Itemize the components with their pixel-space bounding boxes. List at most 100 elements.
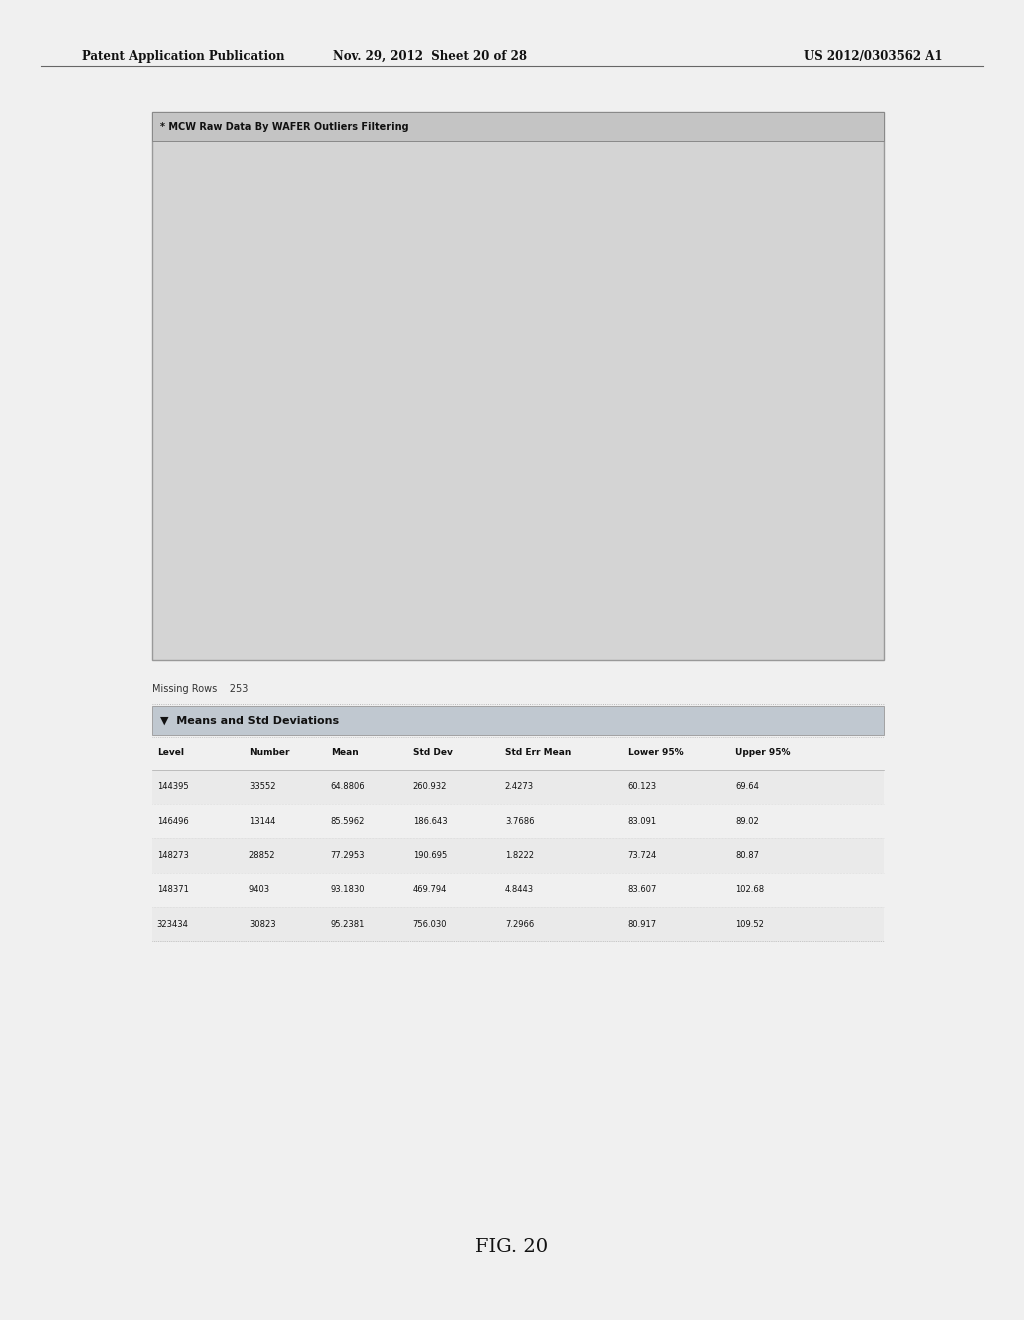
Point — [317, 354, 334, 375]
Bar — [218, 446, 582, 467]
Point — [460, 367, 476, 388]
Point — [458, 335, 474, 356]
Text: 13144: 13144 — [249, 817, 275, 825]
Point — [525, 277, 542, 298]
Point — [254, 334, 270, 355]
Text: 4.8443: 4.8443 — [505, 886, 534, 894]
Text: Patent Application Publication: Patent Application Publication — [82, 50, 285, 63]
Point — [840, 267, 856, 288]
Text: ▼  Means and Std Deviations: ▼ Means and Std Deviations — [160, 715, 339, 726]
Text: 102.68: 102.68 — [735, 886, 764, 894]
Point — [855, 302, 871, 323]
Text: 93.1830: 93.1830 — [331, 886, 366, 894]
Text: 30823: 30823 — [249, 920, 275, 928]
Text: 3.7686: 3.7686 — [505, 817, 535, 825]
Point — [459, 397, 475, 418]
Text: Missing Rows    253: Missing Rows 253 — [152, 684, 248, 694]
Point — [460, 379, 476, 400]
Text: Upper 95%: Upper 95% — [735, 748, 791, 756]
Text: 148371: 148371 — [157, 886, 188, 894]
Point — [525, 339, 542, 360]
Point — [389, 381, 406, 403]
Text: 89.02: 89.02 — [735, 817, 759, 825]
Point — [254, 231, 270, 252]
Point — [459, 536, 475, 557]
Text: 260.932: 260.932 — [413, 783, 447, 791]
Text: FIG. 20: FIG. 20 — [475, 1238, 549, 1257]
Point — [257, 536, 273, 557]
Point — [529, 285, 546, 306]
Point — [526, 326, 543, 347]
Point — [847, 326, 863, 347]
Point — [835, 292, 851, 313]
Text: 73.724: 73.724 — [628, 851, 657, 859]
Point — [395, 393, 412, 414]
Point — [851, 189, 867, 210]
Point — [464, 400, 480, 421]
Text: 450: 450 — [395, 449, 404, 454]
Point — [524, 232, 541, 253]
Point — [836, 392, 852, 413]
Point — [251, 322, 267, 343]
Point — [325, 363, 341, 384]
Text: xxx: xxx — [329, 524, 337, 529]
Point — [389, 388, 406, 409]
Point — [841, 352, 857, 374]
Text: Number: Number — [249, 748, 290, 756]
Point — [325, 536, 341, 557]
Text: 469.794: 469.794 — [413, 886, 447, 894]
Text: 77.2953: 77.2953 — [331, 851, 366, 859]
Text: 83.091: 83.091 — [628, 817, 656, 825]
Point — [257, 444, 273, 465]
Point — [460, 354, 476, 375]
Point — [833, 271, 849, 292]
Text: 69.64: 69.64 — [735, 783, 759, 791]
Text: 33552: 33552 — [249, 783, 275, 791]
Text: 500: 500 — [328, 453, 337, 458]
Text: 500: 500 — [463, 453, 472, 458]
Point — [258, 272, 274, 293]
Point — [255, 285, 271, 306]
Point — [453, 383, 469, 404]
Text: 83.607: 83.607 — [628, 886, 657, 894]
Text: Lower 95%: Lower 95% — [628, 748, 683, 756]
Text: 80.917: 80.917 — [628, 920, 656, 928]
Point — [390, 375, 407, 396]
Point — [391, 536, 408, 557]
Point — [321, 407, 337, 428]
Point — [526, 536, 543, 557]
Point — [251, 234, 267, 255]
Text: 144395: 144395 — [157, 783, 188, 791]
Point — [319, 383, 336, 404]
Text: 323434: 323434 — [157, 920, 188, 928]
Point — [834, 292, 850, 313]
Point — [393, 371, 410, 392]
Point — [390, 355, 407, 376]
Point — [851, 329, 867, 350]
Point — [395, 417, 412, 438]
Point — [826, 408, 843, 429]
Point — [527, 259, 544, 280]
Text: 148273: 148273 — [157, 851, 188, 859]
Text: xxx: xxx — [463, 524, 471, 529]
Text: 186.643: 186.643 — [413, 817, 447, 825]
Point — [841, 315, 857, 337]
Point — [462, 326, 478, 347]
Point — [828, 335, 845, 356]
Point — [830, 400, 847, 421]
Text: Mean: Mean — [331, 748, 358, 756]
Point — [394, 385, 411, 407]
Point — [525, 326, 542, 347]
Point — [850, 325, 866, 346]
Text: 7.2966: 7.2966 — [505, 920, 535, 928]
Point — [327, 380, 343, 401]
Point — [459, 444, 475, 465]
Y-axis label: MCW (nm): MCW (nm) — [178, 345, 187, 388]
Point — [826, 252, 843, 273]
Point — [395, 411, 412, 432]
Point — [255, 318, 271, 339]
Point — [835, 260, 851, 281]
Point — [834, 322, 850, 343]
Point — [255, 322, 271, 343]
Text: * MCW Raw Data By WAFER Outliers Filtering: * MCW Raw Data By WAFER Outliers Filteri… — [160, 121, 409, 132]
